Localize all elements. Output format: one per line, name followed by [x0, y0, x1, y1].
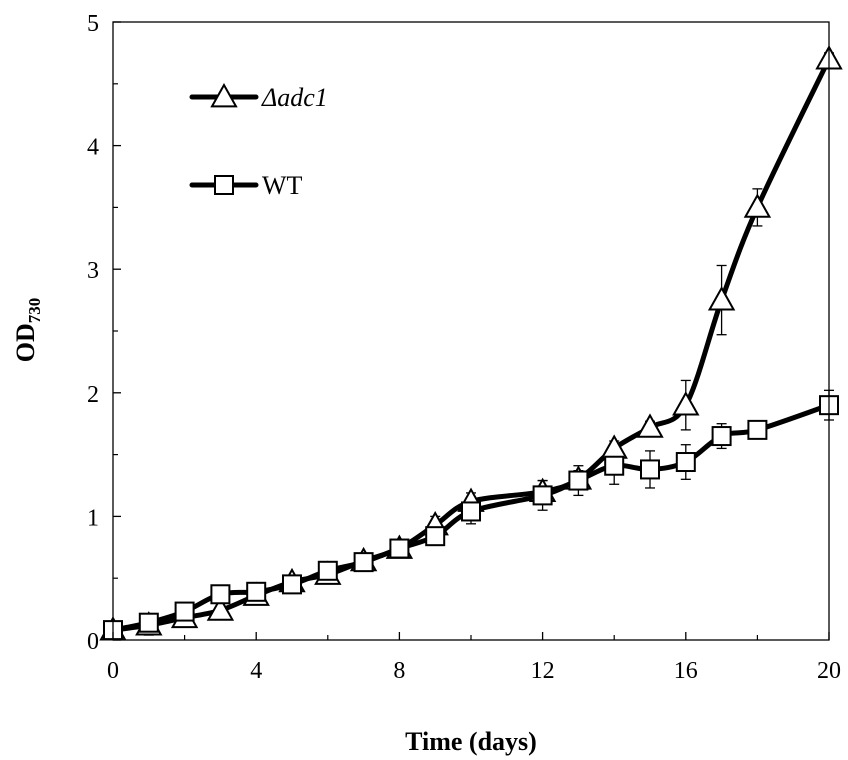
legend-item-1: Δadc1 [189, 82, 328, 112]
series-1 [108, 52, 834, 636]
x-tick-label: 4 [250, 658, 262, 684]
x-tick-label: 12 [531, 658, 555, 684]
x-tick-label: 0 [107, 658, 119, 684]
data-point [353, 552, 374, 573]
data-point [672, 391, 700, 416]
data-point [604, 455, 625, 476]
data-point [461, 501, 481, 522]
data-point [707, 286, 736, 311]
y-tick-label: 1 [87, 505, 99, 531]
legend-swatch-marker [214, 175, 234, 195]
data-point [174, 601, 195, 622]
x-tick-label: 16 [674, 658, 698, 684]
series-2-markers [103, 395, 839, 641]
data-point [532, 485, 553, 506]
data-point [206, 596, 235, 621]
y-tick-label: 3 [87, 258, 99, 284]
data-point [425, 526, 446, 547]
legend-item-2: WT [189, 171, 303, 200]
data-point [282, 574, 302, 595]
y-tick-label: 0 [87, 629, 99, 655]
plot-area [99, 45, 843, 641]
y-tick-label: 5 [87, 11, 99, 37]
series-1-markers [99, 45, 843, 641]
x-tick-label: 20 [817, 658, 841, 684]
y-axis-title-subscript: 730 [25, 298, 44, 324]
legend-label: WT [262, 171, 303, 200]
data-point [675, 452, 696, 473]
data-point [743, 193, 772, 218]
data-point [636, 413, 664, 438]
data-point [747, 419, 768, 440]
legend-label: Δadc1 [261, 83, 328, 112]
series-line [110, 56, 832, 633]
data-point [138, 612, 159, 633]
data-point [568, 470, 589, 491]
x-tick-label: 8 [393, 658, 405, 684]
legend-swatch-marker [210, 82, 238, 108]
data-point [600, 434, 628, 459]
data-point [389, 538, 410, 559]
x-axis-title: Time (days) [405, 727, 537, 756]
data-point [711, 426, 732, 447]
data-point [317, 560, 338, 581]
y-axis-title: OD730 [11, 298, 44, 363]
y-axis-title-main: OD [11, 323, 40, 362]
y-tick-label: 2 [87, 382, 99, 408]
y-tick-label: 4 [87, 135, 99, 161]
data-point [210, 584, 231, 605]
data-point [640, 459, 660, 480]
legend: Δadc1 WT [189, 82, 328, 200]
data-point [246, 581, 267, 602]
